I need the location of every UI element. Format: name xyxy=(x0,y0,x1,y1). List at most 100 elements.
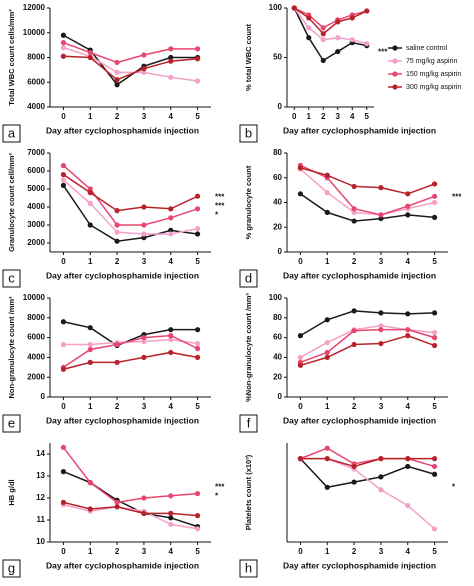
data-point xyxy=(297,354,304,360)
series-line xyxy=(63,338,198,346)
data-point xyxy=(431,214,438,220)
data-point xyxy=(87,200,93,206)
series-line xyxy=(62,446,198,504)
x-tick-label: 4 xyxy=(169,547,174,556)
data-point xyxy=(320,25,326,31)
legend-label: 300 mg/kg aspirin xyxy=(406,84,461,91)
x-tick-label: 4 xyxy=(169,112,174,121)
data-point xyxy=(378,327,384,333)
y-tick-label: 40 xyxy=(273,198,282,207)
data-point xyxy=(87,346,93,353)
data-point xyxy=(141,204,147,210)
x-tick-label: 4 xyxy=(350,112,355,121)
data-point xyxy=(405,311,411,317)
data-point xyxy=(405,463,411,470)
x-tick-label: 4 xyxy=(169,402,174,411)
data-point xyxy=(60,469,67,475)
panel-letter: g xyxy=(8,560,15,575)
panel-letter: b xyxy=(245,125,252,140)
data-point xyxy=(114,82,120,88)
x-tick-label: 0 xyxy=(298,547,303,556)
series-line xyxy=(300,334,435,367)
panel-letter-box xyxy=(2,269,21,288)
data-point xyxy=(431,199,438,206)
y-tick-label: 60 xyxy=(273,173,282,182)
x-tick-label: 2 xyxy=(321,112,326,121)
x-tick-label: 2 xyxy=(115,257,120,266)
x-tick-label: 3 xyxy=(142,112,147,121)
x-axis-label: Day after cyclophosphamide injection xyxy=(46,125,199,135)
data-point xyxy=(141,222,147,228)
y-tick-label: 13 xyxy=(36,471,45,480)
data-point xyxy=(141,231,147,237)
panel-letter-box xyxy=(2,559,21,578)
y-axis-label: Total WBC count cells/mm³ xyxy=(7,9,16,106)
series-line xyxy=(63,34,198,86)
series-line xyxy=(300,457,436,530)
panel-letter-box xyxy=(239,414,258,433)
data-point xyxy=(60,32,67,38)
legend-label: 75 mg/kg aspirin xyxy=(406,58,457,65)
y-tick-label: 2000 xyxy=(27,372,45,381)
x-axis-label: Day after cyclophosphamide injection xyxy=(46,270,199,280)
series-line xyxy=(63,351,198,371)
x-tick-label: 5 xyxy=(432,257,437,266)
data-point xyxy=(431,181,438,187)
data-point xyxy=(114,208,120,214)
panel-letter: d xyxy=(245,270,252,285)
panel-letter: h xyxy=(245,560,252,575)
panel-letter: a xyxy=(8,125,16,140)
y-tick-label: 4000 xyxy=(27,202,45,211)
data-point xyxy=(431,471,438,477)
panel-letter: f xyxy=(247,415,251,430)
series-line xyxy=(300,167,435,195)
series-line xyxy=(63,41,198,64)
data-point xyxy=(364,8,370,14)
data-point xyxy=(351,308,357,314)
data-point xyxy=(297,456,304,462)
data-point xyxy=(87,49,93,56)
data-point xyxy=(194,226,201,232)
data-point xyxy=(431,310,438,316)
data-point xyxy=(431,463,438,470)
x-tick-label: 3 xyxy=(142,547,147,556)
data-point xyxy=(431,342,438,349)
series-line xyxy=(63,470,198,528)
x-tick-label: 5 xyxy=(195,402,200,411)
data-point xyxy=(87,341,93,348)
x-axis-label: Day after cyclophosphamide injection xyxy=(46,415,199,425)
data-point xyxy=(60,53,67,59)
data-point xyxy=(351,183,357,190)
data-point xyxy=(405,456,411,462)
data-point xyxy=(194,231,201,237)
y-tick-label: 60 xyxy=(273,333,282,342)
data-point xyxy=(194,327,201,333)
series-line xyxy=(300,164,435,216)
y-tick-label: 8000 xyxy=(27,313,45,322)
data-point xyxy=(114,499,120,505)
data-point xyxy=(320,37,326,43)
data-point xyxy=(378,212,384,218)
data-point xyxy=(297,191,304,197)
x-axis-label: Day after cyclophosphamide injection xyxy=(283,415,436,425)
x-tick-label: 3 xyxy=(379,547,384,556)
x-axis-label: Day after cyclophosphamide injection xyxy=(283,270,436,280)
y-tick-label: 0 xyxy=(278,247,283,256)
panel-letter-box xyxy=(2,414,21,433)
y-tick-label: 12 xyxy=(36,493,45,502)
annotation: *** xyxy=(215,202,225,211)
x-tick-label: 1 xyxy=(307,112,312,121)
series-line xyxy=(62,179,198,235)
panel-letter-box xyxy=(239,124,258,143)
data-point xyxy=(351,341,357,348)
data-point xyxy=(60,40,67,46)
data-point xyxy=(168,327,174,333)
y-tick-label: 10000 xyxy=(23,293,46,302)
data-point xyxy=(114,59,120,66)
data-point xyxy=(194,345,201,352)
data-point xyxy=(60,341,67,348)
annotation: *** xyxy=(215,483,225,492)
annotation: * xyxy=(452,483,456,492)
panel-letter: e xyxy=(8,415,15,430)
